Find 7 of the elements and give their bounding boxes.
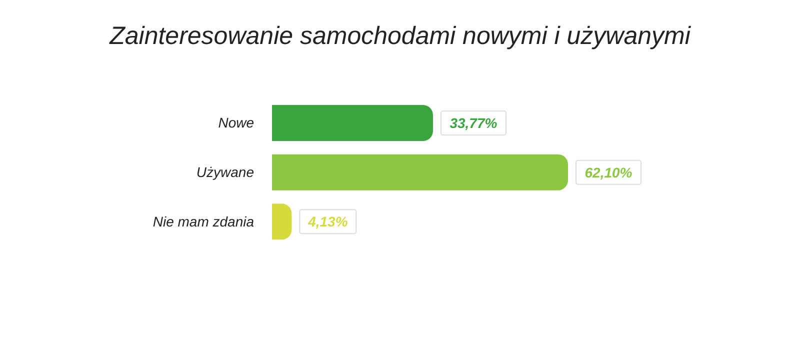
data-label: 4,13% [307,214,348,230]
chart-title: Zainteresowanie samochodami nowymi i używanymi [108,22,692,51]
data-label: 62,10% [584,164,633,180]
y-tick-label: Używane [196,164,254,180]
y-tick-label: Nie mam zdania [152,213,254,230]
y-tick-label: Nowe [218,114,254,131]
data-label: 33,77% [450,115,498,131]
